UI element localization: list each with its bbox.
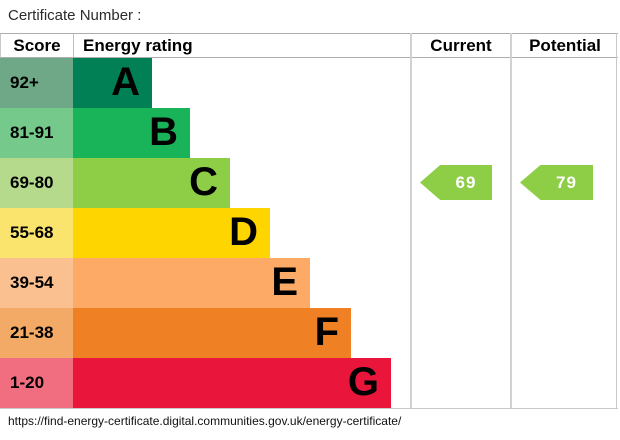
band-row-f: 21-38 F: [0, 308, 618, 358]
band-row-e: 39-54 E: [0, 258, 618, 308]
band-bar-c: C: [73, 158, 230, 208]
band-bar-g: G: [73, 358, 391, 408]
band-bar-e: E: [73, 258, 310, 308]
band-letter-g: G: [347, 360, 379, 404]
footer-url: https://find-energy-certificate.digital.…: [8, 414, 402, 428]
page-title: Certificate Number :: [8, 7, 142, 24]
score-range-label-d: 55-68: [0, 208, 73, 258]
band-bar-b: B: [73, 108, 190, 158]
table-header: Score Energy rating Current Potential: [0, 33, 618, 58]
potential-rating-value: 79: [556, 172, 577, 192]
column-header-energy-rating: Energy rating: [83, 36, 193, 55]
band-letter-b: B: [149, 110, 178, 154]
band-letter-d: D: [229, 210, 258, 254]
band-letter-f: F: [314, 310, 339, 354]
band-letter-c: C: [189, 160, 218, 204]
divider-current-potential: [510, 33, 512, 408]
band-row-g: 1-20 G: [0, 358, 618, 408]
band-row-b: 81-91 B: [0, 108, 618, 158]
table-right-border: [616, 33, 617, 408]
band-bar-d: D: [73, 208, 270, 258]
table-bottom-border: [0, 408, 618, 409]
column-header-potential: Potential: [529, 36, 601, 55]
column-header-current: Current: [430, 36, 492, 55]
score-range-label-c: 69-80: [0, 158, 73, 208]
band-row-c: 69-80 C: [0, 158, 618, 208]
band-letter-e: E: [271, 260, 298, 304]
score-range-label-e: 39-54: [0, 258, 73, 308]
score-range-label-b: 81-91: [0, 108, 73, 158]
score-range-label-f: 21-38: [0, 308, 73, 358]
energy-rating-table: Score Energy rating Current Potential 92…: [0, 33, 618, 409]
band-row-a: 92+ A: [0, 58, 618, 108]
band-letter-a: A: [111, 60, 140, 104]
rating-bands: 92+ A 81-91 B 69-80 C 55-68 D: [0, 58, 618, 408]
column-header-score: Score: [1, 34, 74, 57]
band-bar-f: F: [73, 308, 351, 358]
current-rating-value: 69: [455, 172, 477, 192]
band-row-d: 55-68 D: [0, 208, 618, 258]
band-bar-a: A: [73, 58, 152, 108]
score-range-label-a: 92+: [0, 58, 73, 108]
score-range-label-g: 1-20: [0, 358, 73, 408]
divider-energy-current: [410, 33, 412, 408]
